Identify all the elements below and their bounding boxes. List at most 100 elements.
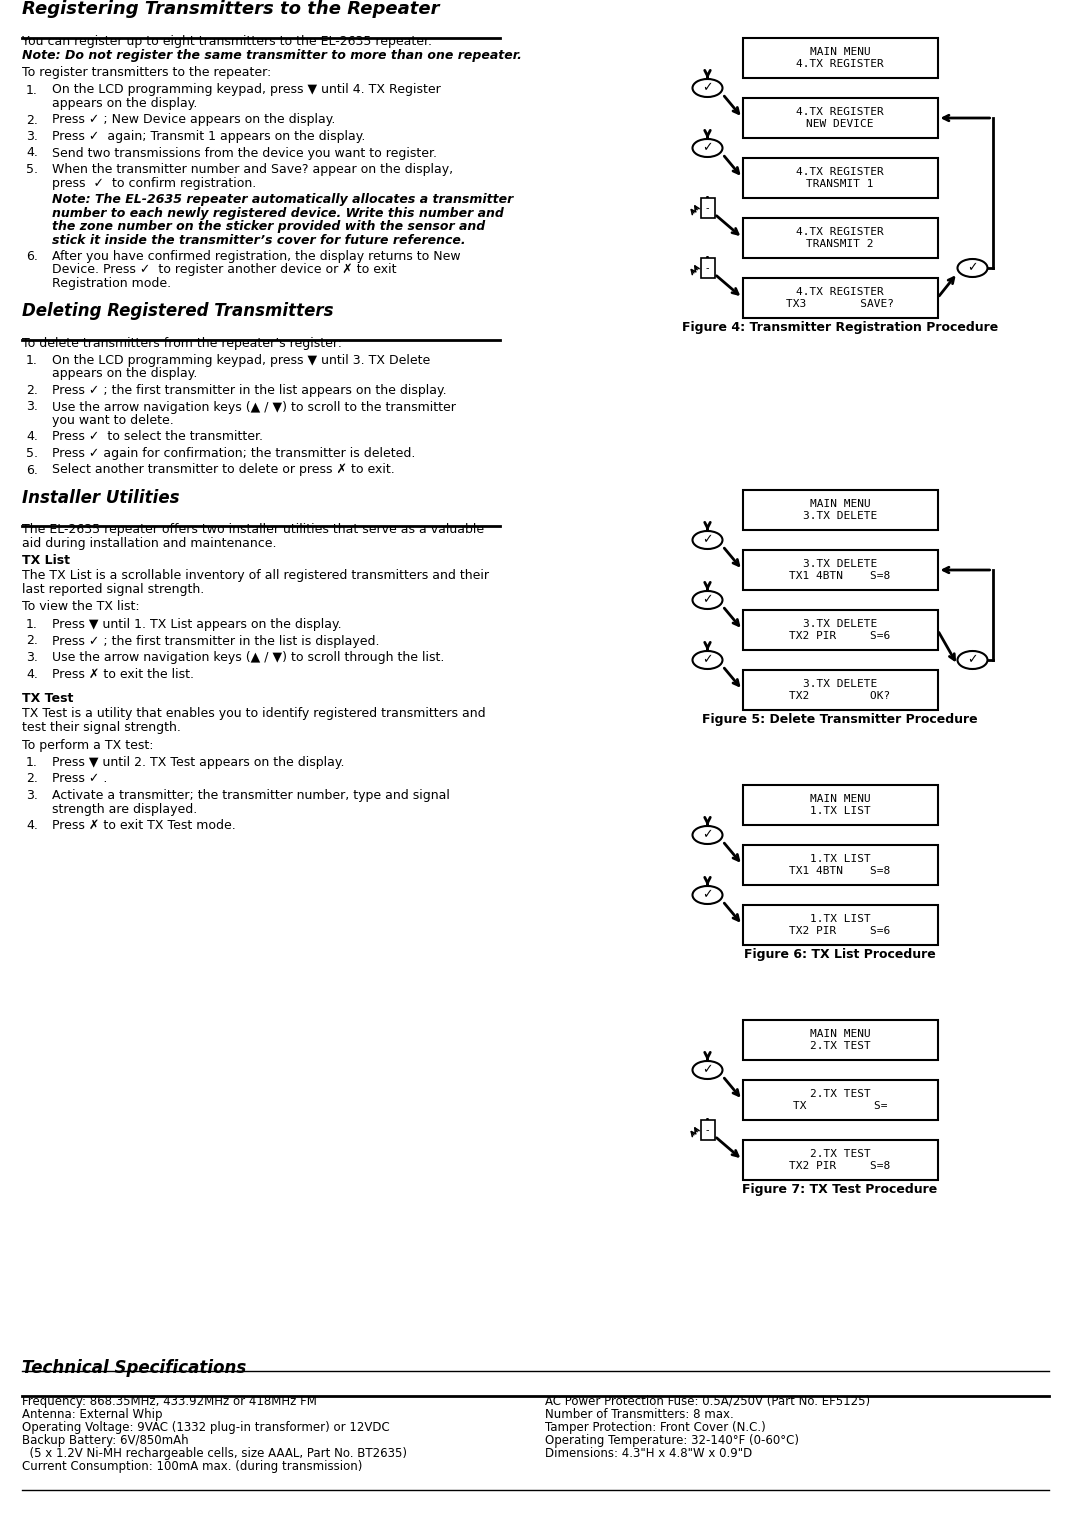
Text: Use the arrow navigation keys (▲ / ▼) to scroll to the transmitter: Use the arrow navigation keys (▲ / ▼) to… (52, 400, 455, 414)
Text: The EL-2635 repeater offers two installer utilities that serve as a valuable: The EL-2635 repeater offers two installe… (22, 523, 484, 536)
Text: You can register up to eight transmitters to the EL-2635 repeater.: You can register up to eight transmitter… (22, 35, 432, 47)
FancyBboxPatch shape (743, 1080, 938, 1120)
Text: MAIN MENU
4.TX REGISTER: MAIN MENU 4.TX REGISTER (796, 47, 884, 69)
Text: ✓: ✓ (967, 261, 978, 275)
Text: ✓: ✓ (702, 1064, 713, 1076)
Ellipse shape (693, 139, 723, 157)
Text: last reported signal strength.: last reported signal strength. (22, 583, 204, 597)
Text: 3.: 3. (26, 400, 38, 414)
Text: After you have confirmed registration, the display returns to New: After you have confirmed registration, t… (52, 250, 461, 262)
Text: Backup Battery: 6V/850mAh: Backup Battery: 6V/850mAh (22, 1434, 188, 1447)
Text: Dimensions: 4.3"H x 4.8"W x 0.9"D: Dimensions: 4.3"H x 4.8"W x 0.9"D (545, 1447, 753, 1460)
Text: -: - (706, 1125, 709, 1135)
Text: Send two transmissions from the device you want to register.: Send two transmissions from the device y… (52, 146, 437, 160)
Text: (5 x 1.2V Ni-MH rechargeable cells, size AAAL, Part No. BT2635): (5 x 1.2V Ni-MH rechargeable cells, size… (22, 1447, 407, 1460)
Text: ✓: ✓ (702, 142, 713, 154)
Text: 6.: 6. (26, 250, 38, 262)
Text: press  ✓  to confirm registration.: press ✓ to confirm registration. (52, 177, 257, 189)
FancyBboxPatch shape (700, 258, 714, 278)
Text: test their signal strength.: test their signal strength. (22, 720, 181, 734)
Text: 2.: 2. (26, 635, 38, 647)
Text: ✓: ✓ (702, 653, 713, 667)
FancyBboxPatch shape (743, 218, 938, 258)
Text: ✓: ✓ (702, 81, 713, 95)
Text: MAIN MENU
1.TX LIST: MAIN MENU 1.TX LIST (809, 794, 870, 816)
Text: Device. Press ✓  to register another device or ✗ to exit: Device. Press ✓ to register another devi… (52, 264, 397, 276)
Text: Note: The EL-2635 repeater automatically allocates a transmitter: Note: The EL-2635 repeater automatically… (52, 192, 513, 206)
Text: AC Power Protection Fuse: 0.5A/250V (Part No. EF5125): AC Power Protection Fuse: 0.5A/250V (Par… (545, 1395, 870, 1408)
Text: Figure 6: TX List Procedure: Figure 6: TX List Procedure (744, 948, 935, 961)
FancyBboxPatch shape (743, 670, 938, 710)
Text: 4.TX REGISTER
TRANSMIT 2: 4.TX REGISTER TRANSMIT 2 (796, 227, 884, 249)
Text: ✓: ✓ (702, 888, 713, 902)
Text: TX List: TX List (22, 554, 69, 568)
Text: 4.: 4. (26, 430, 38, 444)
Text: Current Consumption: 100mA max. (during transmission): Current Consumption: 100mA max. (during … (22, 1460, 362, 1473)
Text: 4.: 4. (26, 146, 38, 160)
FancyBboxPatch shape (743, 610, 938, 650)
Text: aid during installation and maintenance.: aid during installation and maintenance. (22, 537, 277, 549)
Text: Figure 4: Transmitter Registration Procedure: Figure 4: Transmitter Registration Proce… (682, 320, 998, 334)
Text: Activate a transmitter; the transmitter number, type and signal: Activate a transmitter; the transmitter … (52, 789, 450, 803)
Text: Press ✓  to select the transmitter.: Press ✓ to select the transmitter. (52, 430, 263, 444)
Text: Operating Voltage: 9VAC (1332 plug-in transformer) or 12VDC: Operating Voltage: 9VAC (1332 plug-in tr… (22, 1421, 390, 1434)
Text: ✓: ✓ (967, 653, 978, 667)
FancyBboxPatch shape (743, 490, 938, 530)
Text: TX Test is a utility that enables you to identify registered transmitters and: TX Test is a utility that enables you to… (22, 708, 485, 720)
Text: On the LCD programming keypad, press ▼ until 3. TX Delete: On the LCD programming keypad, press ▼ u… (52, 354, 430, 366)
Text: Number of Transmitters: 8 max.: Number of Transmitters: 8 max. (545, 1408, 733, 1421)
Text: strength are displayed.: strength are displayed. (52, 803, 198, 815)
Text: Frequency: 868.35MHz, 433.92MHz or 418MHz FM: Frequency: 868.35MHz, 433.92MHz or 418MH… (22, 1395, 316, 1408)
Ellipse shape (693, 826, 723, 844)
Text: The TX List is a scrollable inventory of all registered transmitters and their: The TX List is a scrollable inventory of… (22, 569, 489, 583)
FancyBboxPatch shape (743, 1019, 938, 1061)
Text: Press ✓ ; the first transmitter in the list is displayed.: Press ✓ ; the first transmitter in the l… (52, 635, 379, 647)
Text: -: - (706, 262, 709, 273)
Text: 2.TX TEST
TX2 PIR     S=8: 2.TX TEST TX2 PIR S=8 (789, 1149, 890, 1170)
Text: ✓: ✓ (702, 534, 713, 546)
Text: Press ✗ to exit the list.: Press ✗ to exit the list. (52, 667, 193, 681)
Text: Registering Transmitters to the Repeater: Registering Transmitters to the Repeater (22, 0, 439, 18)
FancyBboxPatch shape (743, 98, 938, 137)
Text: Antenna: External Whip: Antenna: External Whip (22, 1408, 162, 1421)
Text: Installer Utilities: Installer Utilities (22, 488, 180, 507)
Text: ✓: ✓ (702, 594, 713, 606)
Text: MAIN MENU
3.TX DELETE: MAIN MENU 3.TX DELETE (803, 499, 878, 520)
Text: Press ✓ .: Press ✓ . (52, 772, 107, 786)
Text: Deleting Registered Transmitters: Deleting Registered Transmitters (22, 302, 334, 320)
FancyBboxPatch shape (743, 549, 938, 591)
FancyBboxPatch shape (743, 905, 938, 945)
FancyBboxPatch shape (743, 278, 938, 317)
Text: Figure 7: TX Test Procedure: Figure 7: TX Test Procedure (742, 1183, 938, 1196)
FancyBboxPatch shape (743, 159, 938, 198)
Ellipse shape (693, 79, 723, 98)
FancyBboxPatch shape (743, 1140, 938, 1180)
Text: To view the TX list:: To view the TX list: (22, 601, 140, 613)
Text: 3.TX DELETE
TX1 4BTN    S=8: 3.TX DELETE TX1 4BTN S=8 (789, 559, 890, 581)
Text: 4.: 4. (26, 819, 38, 832)
Text: 1.TX LIST
TX2 PIR     S=6: 1.TX LIST TX2 PIR S=6 (789, 914, 890, 935)
Text: 2.TX TEST
TX          S=: 2.TX TEST TX S= (793, 1090, 887, 1111)
Ellipse shape (958, 652, 988, 668)
FancyBboxPatch shape (743, 38, 938, 78)
Text: appears on the display.: appears on the display. (52, 98, 198, 110)
Text: Tamper Protection: Front Cover (N.C.): Tamper Protection: Front Cover (N.C.) (545, 1421, 765, 1434)
Ellipse shape (693, 1061, 723, 1079)
Text: Registration mode.: Registration mode. (52, 278, 171, 290)
Text: 3.TX DELETE
TX2 PIR     S=6: 3.TX DELETE TX2 PIR S=6 (789, 620, 890, 641)
Text: On the LCD programming keypad, press ▼ until 4. TX Register: On the LCD programming keypad, press ▼ u… (52, 84, 440, 96)
Text: 4.TX REGISTER
TRANSMIT 1: 4.TX REGISTER TRANSMIT 1 (796, 168, 884, 189)
Text: Operating Temperature: 32-140°F (0-60°C): Operating Temperature: 32-140°F (0-60°C) (545, 1434, 799, 1447)
Text: Note: Do not register the same transmitter to more than one repeater.: Note: Do not register the same transmitt… (22, 49, 522, 61)
Text: Press ✓ again for confirmation; the transmitter is deleted.: Press ✓ again for confirmation; the tran… (52, 447, 416, 459)
Text: number to each newly registered device. Write this number and: number to each newly registered device. … (52, 206, 503, 220)
Text: To register transmitters to the repeater:: To register transmitters to the repeater… (22, 66, 272, 79)
Text: Select another transmitter to delete or press ✗ to exit.: Select another transmitter to delete or … (52, 464, 394, 476)
Ellipse shape (693, 652, 723, 668)
Text: 4.TX REGISTER
NEW DEVICE: 4.TX REGISTER NEW DEVICE (796, 107, 884, 128)
Text: 2.: 2. (26, 385, 38, 397)
Text: you want to delete.: you want to delete. (52, 414, 174, 427)
Text: When the transmitter number and Save? appear on the display,: When the transmitter number and Save? ap… (52, 163, 453, 175)
Text: stick it inside the transmitter’s cover for future reference.: stick it inside the transmitter’s cover … (52, 233, 466, 247)
Text: Technical Specifications: Technical Specifications (22, 1360, 246, 1376)
